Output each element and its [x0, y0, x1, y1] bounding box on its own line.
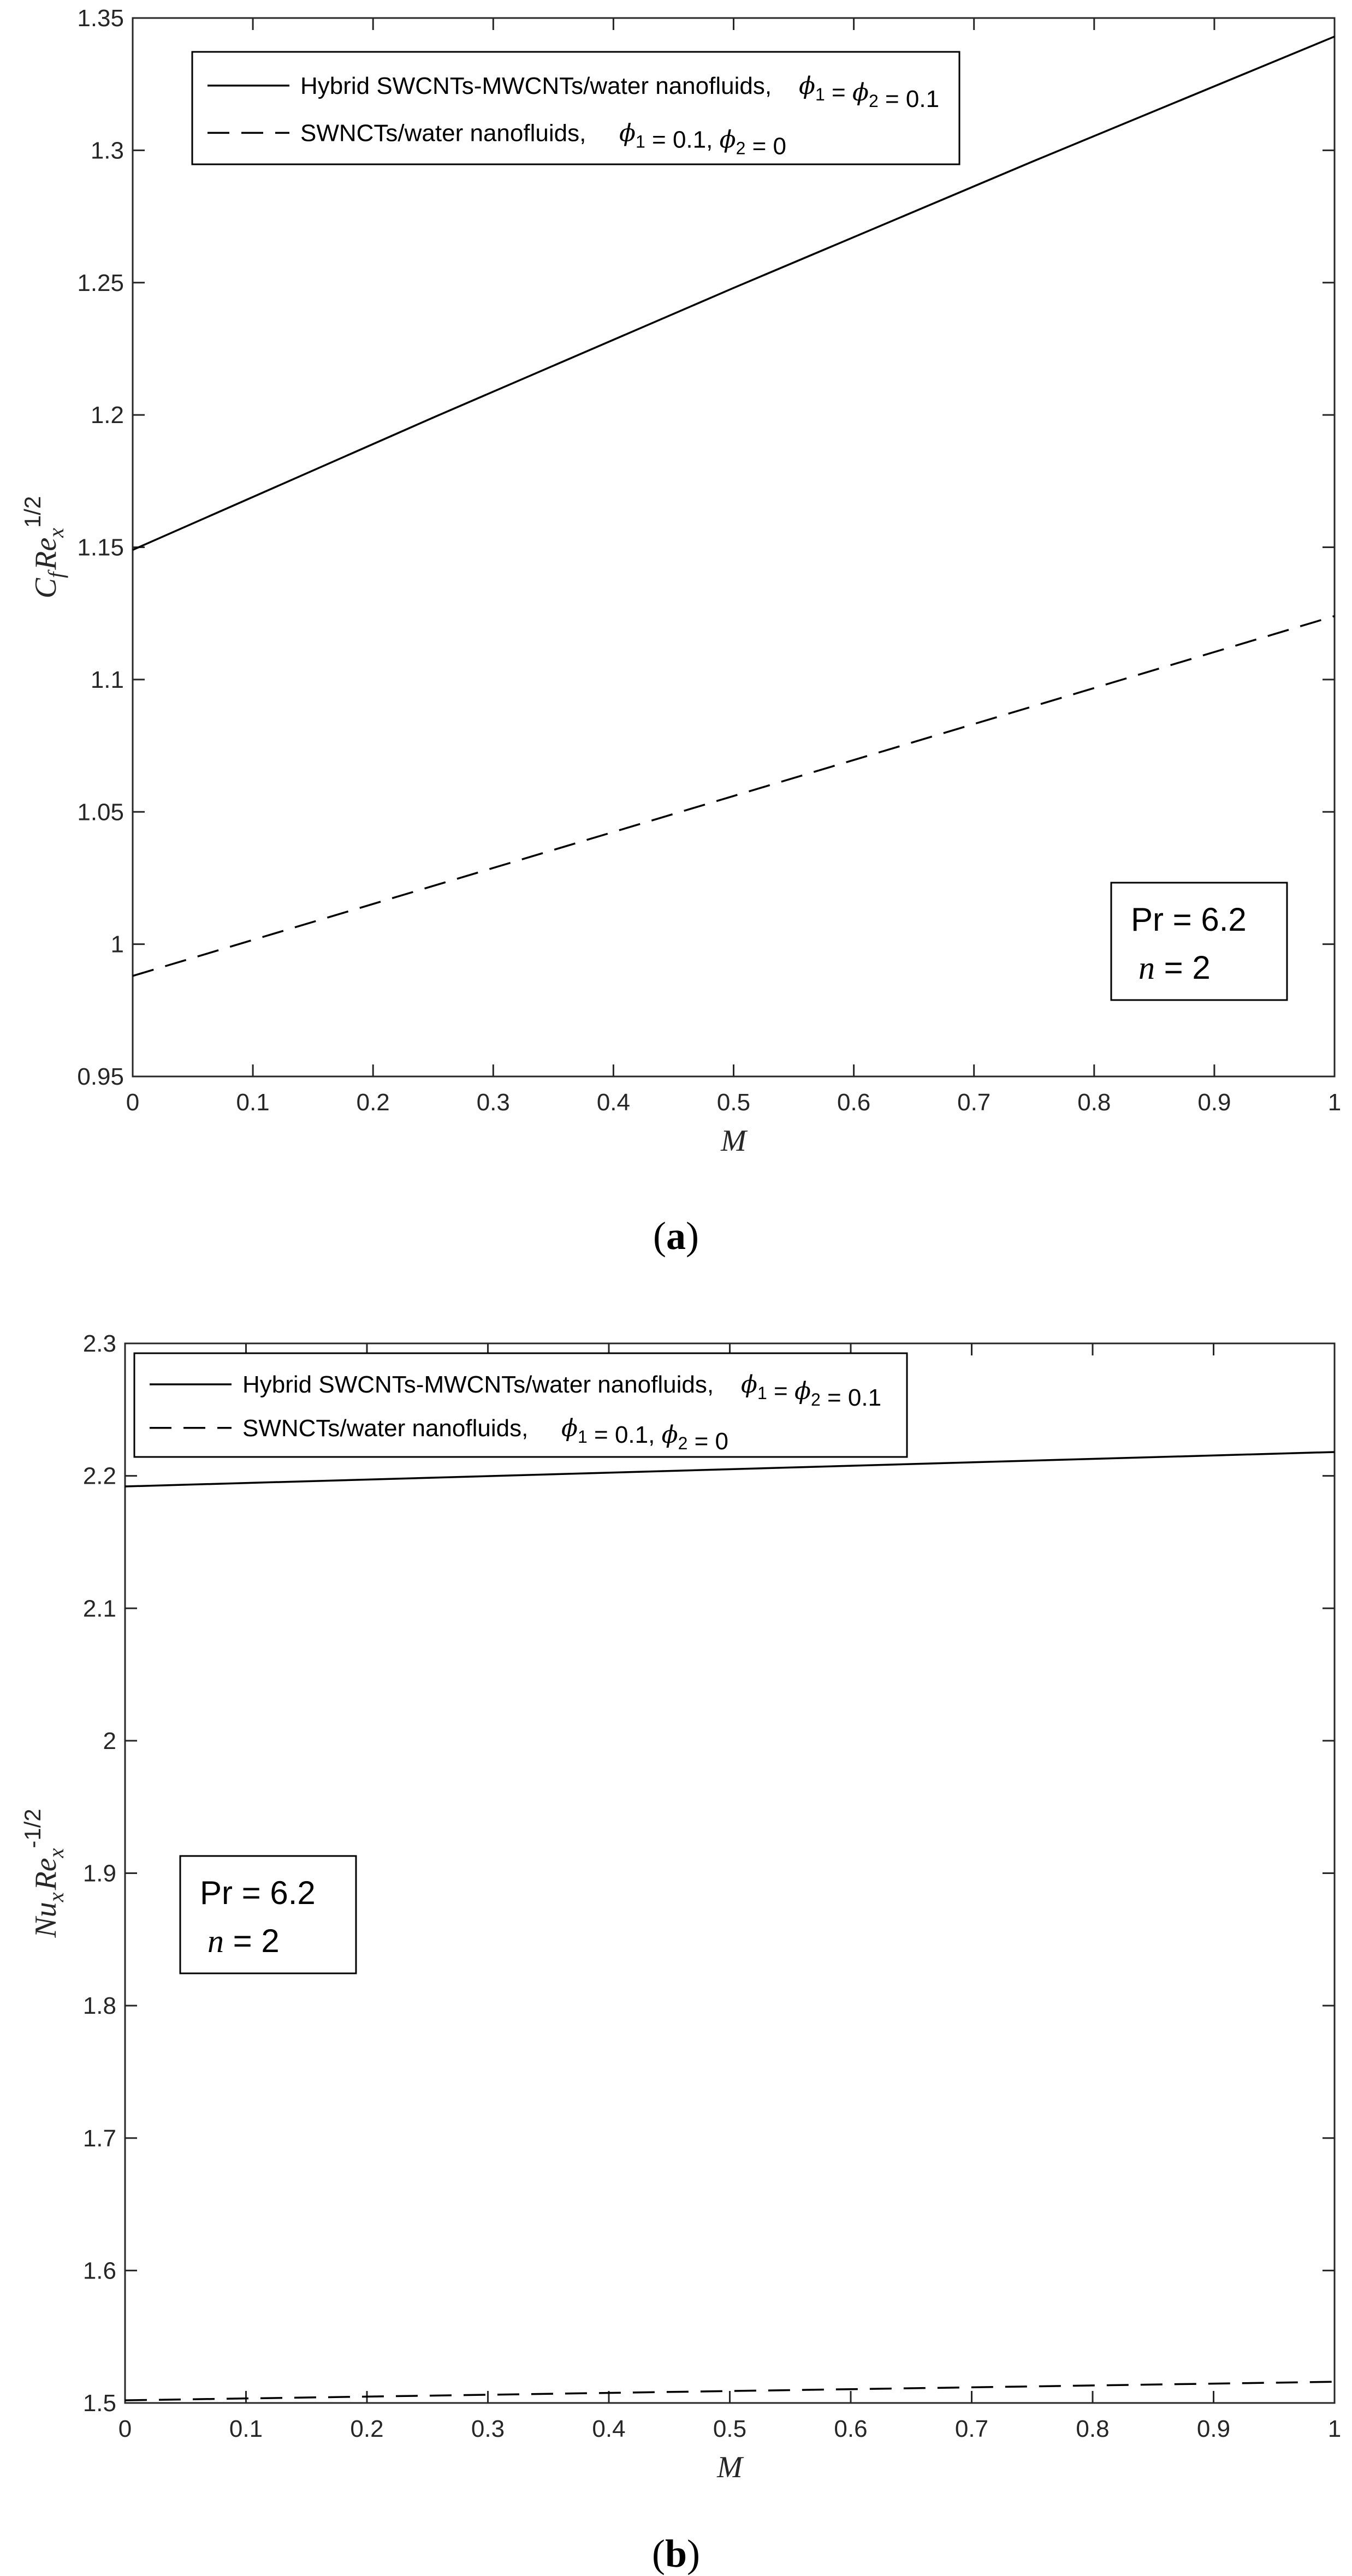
y-tick-label: 1.7 [83, 2125, 116, 2152]
x-tick-label: 0.5 [713, 2416, 746, 2442]
series-line-hybrid [132, 35, 1335, 551]
x-tick-label: 0.7 [957, 1089, 991, 1116]
legend-box [191, 51, 960, 165]
legend-condition: ϕ1 = ϕ2 = 0.1 [741, 1371, 881, 1411]
x-tick-label: 0.8 [1077, 1089, 1111, 1116]
x-tick-label: 0.8 [1076, 2416, 1109, 2442]
chart-panel-b: 0 0.1 0.2 0.3 0.4 0.5 0.6 0.7 0.8 0.9 1 1.5 1.6 1.7 1.… [20, 1330, 1341, 2575]
x-tick-label: 0.9 [1197, 2416, 1230, 2442]
x-tick-label: 0.4 [592, 2416, 625, 2442]
series-line-hybrid [124, 1451, 1335, 1488]
y-tick-label: 1.5 [83, 2390, 116, 2417]
parameter-box-frame [1110, 882, 1288, 1001]
x-tick-label: 0.4 [597, 1089, 630, 1116]
parameter-box: Pr = 6.2 n = 2 [179, 1855, 357, 1974]
legend-condition: ϕ1 = ϕ2 = 0.1 [799, 72, 939, 112]
y-tick-label: 1.2 [91, 402, 124, 429]
y-tick-label: 1.15 [77, 534, 124, 561]
legend: Hybrid SWCNTs-MWCNTs/water nanofluids, ϕ1… [133, 1352, 908, 1458]
x-tick-label: 0.1 [236, 1089, 270, 1116]
legend-condition: ϕ1 = 0.1, ϕ2 = 0 [619, 119, 786, 159]
y-tick-label: 1.1 [91, 667, 124, 693]
y-tick-label: 1.05 [77, 799, 124, 825]
y-tick-label: 2.1 [83, 1595, 116, 1622]
y-tick-label: 1.6 [83, 2257, 116, 2284]
chart-panel-a: 0 0.1 0.2 0.3 0.4 0.5 0.6 0.7 0.8 0.9 1 0.95 1 1.05 1.… [20, 5, 1341, 1258]
y-tick-label: 1 [111, 931, 124, 958]
panel-caption: (a) [653, 1214, 699, 1258]
y-tick-label: 1.9 [83, 1860, 116, 1887]
y-tick-label: 0.95 [77, 1063, 124, 1090]
legend-condition: ϕ1 = 0.1, ϕ2 = 0 [561, 1414, 728, 1455]
x-tick-label: 0.1 [229, 2416, 263, 2442]
legend: Hybrid SWCNTs-MWCNTs/water nanofluids, ϕ1… [191, 51, 960, 165]
x-tick-label: 0.5 [717, 1089, 750, 1116]
parameter-box-frame [179, 1855, 357, 1974]
y-tick-label: 2.2 [83, 1463, 116, 1490]
legend-label: Hybrid SWCNTs-MWCNTs/water nanofluids, [242, 1371, 714, 1398]
x-tick-label: 0.3 [471, 2416, 505, 2442]
parameter-n: n = 2 [1138, 949, 1211, 986]
x-tick-label: 0.6 [834, 2416, 867, 2442]
x-tick-label: 0.7 [955, 2416, 988, 2442]
x-tick-label: 0 [126, 1089, 139, 1116]
parameter-box: Pr = 6.2 n = 2 [1110, 882, 1288, 1001]
series-line-swcnt [132, 615, 1335, 977]
legend-box [133, 1352, 908, 1458]
y-tick-label: 2 [103, 1728, 116, 1754]
x-tick-label: 0 [118, 2416, 132, 2442]
parameter-pr: Pr = 6.2 [200, 1875, 316, 1911]
parameter-n: n = 2 [207, 1923, 280, 1959]
panel-caption: (b) [652, 2532, 700, 2575]
legend-label: SWNCTs/water nanofluids, [300, 120, 586, 146]
y-tick-label: 1.3 [91, 137, 124, 164]
x-axis-label: M [716, 2450, 744, 2484]
y-axis-label: CfRex1/2 [20, 496, 68, 599]
x-axis-label: M [720, 1124, 748, 1158]
y-tick-label: 1.35 [77, 5, 124, 32]
parameter-pr: Pr = 6.2 [1131, 901, 1247, 938]
y-tick-label: 1.25 [77, 270, 124, 296]
x-tick-label: 0.9 [1197, 1089, 1231, 1116]
x-tick-label: 0.6 [837, 1089, 870, 1116]
x-tick-label: 0.2 [357, 1089, 390, 1116]
y-axis-label: NuxRex-1/2 [20, 1808, 68, 1938]
x-tick-label: 1 [1328, 1089, 1341, 1116]
legend-label: Hybrid SWCNTs-MWCNTs/water nanofluids, [300, 73, 772, 99]
x-tick-label: 0.2 [350, 2416, 383, 2442]
x-tick-label: 1 [1328, 2416, 1341, 2442]
legend-label: SWNCTs/water nanofluids, [242, 1415, 528, 1442]
y-tick-label: 2.3 [83, 1330, 116, 1357]
y-tick-label: 1.8 [83, 1992, 116, 2019]
x-tick-label: 0.3 [477, 1089, 510, 1116]
